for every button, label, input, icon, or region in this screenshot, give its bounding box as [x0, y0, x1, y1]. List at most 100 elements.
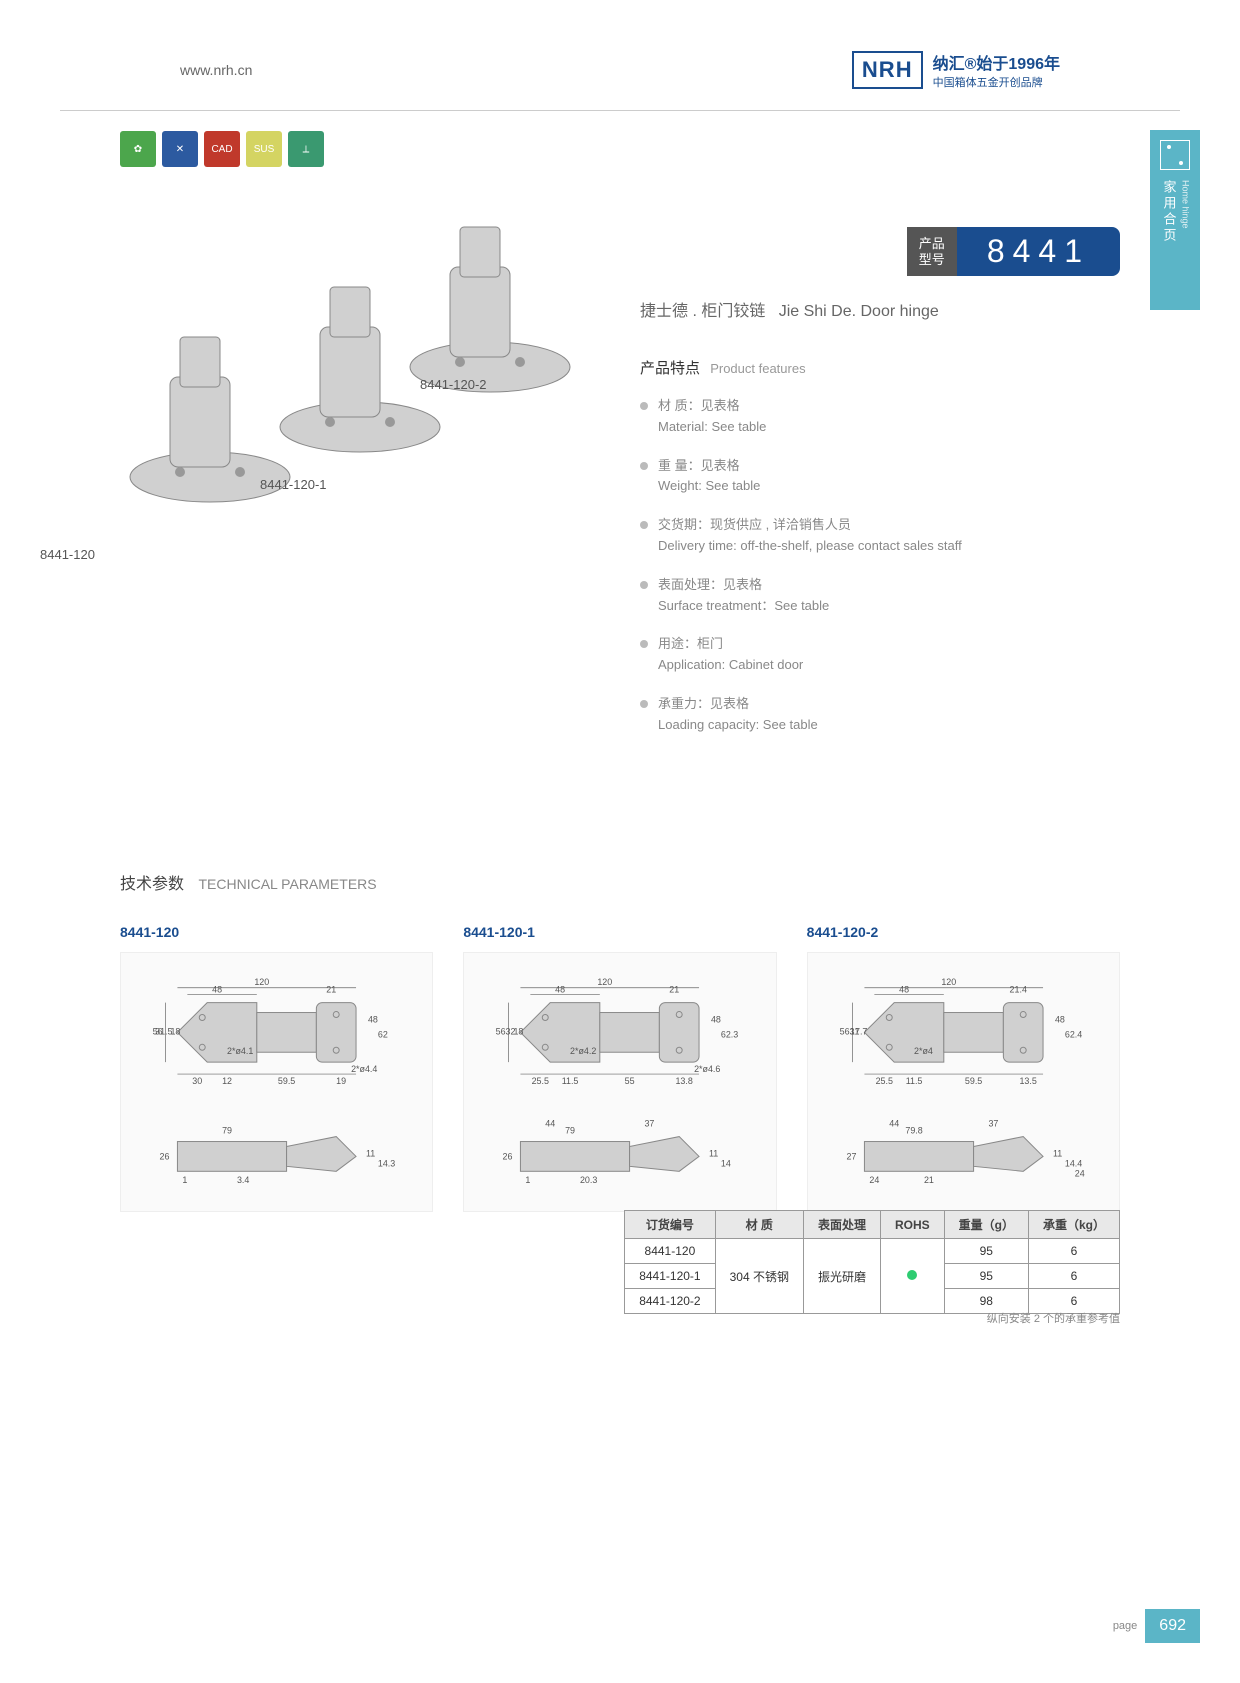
svg-text:56: 56 [839, 1026, 849, 1036]
svg-text:17.7: 17.7 [850, 1026, 867, 1036]
svg-text:62.4: 62.4 [1065, 1029, 1082, 1039]
category-side-tab: 家用合页 Home hinge [1150, 130, 1200, 310]
svg-text:120: 120 [598, 977, 613, 987]
feature-icon-2: ✕ [162, 131, 198, 167]
svg-text:120: 120 [941, 977, 956, 987]
feature-item: 承重力：见表格Loading capacity: See table [640, 694, 1120, 736]
logo-mark: NRH [852, 51, 923, 89]
svg-text:25.5: 25.5 [875, 1076, 892, 1086]
bullet-icon [640, 581, 648, 589]
bullet-icon [640, 640, 648, 648]
feature-item: 交货期：现货供应 , 详洽销售人员Delivery time: off-the-… [640, 515, 1120, 557]
svg-text:24: 24 [869, 1175, 879, 1185]
svg-text:79.8: 79.8 [905, 1126, 922, 1136]
product-image [120, 197, 580, 577]
bullet-icon [640, 402, 648, 410]
svg-text:44: 44 [546, 1119, 556, 1129]
rohs-dot-icon [907, 1270, 917, 1280]
svg-text:1: 1 [182, 1175, 187, 1185]
product-badge: 产品 型号 8441 [907, 227, 1120, 276]
diagram: 8441-120-21204821.4563117.72*ø44862.425.… [807, 924, 1120, 1212]
svg-text:2*ø4.1: 2*ø4.1 [227, 1046, 253, 1056]
svg-text:11: 11 [1053, 1148, 1062, 1158]
feature-item: 材 质：见表格Material: See table [640, 396, 1120, 438]
svg-text:44: 44 [889, 1119, 899, 1129]
features-title: 产品特点 Product features [640, 357, 1120, 378]
svg-text:48: 48 [368, 1014, 378, 1024]
svg-text:11.5: 11.5 [562, 1076, 579, 1086]
bullet-icon [640, 462, 648, 470]
svg-text:27: 27 [846, 1151, 856, 1161]
feature-icon-cad: CAD [204, 131, 240, 167]
table-header-cell: ROHS [880, 1211, 944, 1239]
technical-parameters: 技术参数 TECHNICAL PARAMETERS 8441-120120482… [120, 870, 1120, 1252]
table-header-cell: 重量（g） [944, 1211, 1028, 1239]
diagram-drawing: 12048215632182*ø4.22*ø4.64862.325.511.55… [463, 952, 776, 1212]
page-label: page [1113, 1620, 1137, 1632]
svg-text:13.5: 13.5 [1019, 1076, 1036, 1086]
svg-text:62: 62 [378, 1029, 388, 1039]
diagram: 8441-120-112048215632182*ø4.22*ø4.64862.… [463, 924, 776, 1212]
svg-text:24: 24 [1074, 1168, 1084, 1178]
svg-text:48: 48 [212, 985, 222, 995]
svg-text:37: 37 [988, 1119, 998, 1129]
svg-text:62.3: 62.3 [721, 1029, 738, 1039]
svg-text:20.3: 20.3 [580, 1175, 597, 1185]
img-label-c: 8441-120-2 [420, 377, 487, 392]
svg-text:21: 21 [924, 1175, 934, 1185]
parameter-table: 订货编号材 质表面处理ROHS重量（g）承重（kg） 8441-120304 不… [624, 1210, 1120, 1314]
svg-text:79: 79 [222, 1126, 232, 1136]
feature-item: 表面处理：见表格Surface treatment：See table [640, 575, 1120, 617]
svg-text:59.5: 59.5 [278, 1076, 295, 1086]
svg-text:30: 30 [192, 1076, 202, 1086]
svg-text:11: 11 [366, 1148, 375, 1158]
svg-text:21.4: 21.4 [1009, 985, 1026, 995]
svg-text:25.5: 25.5 [532, 1076, 549, 1086]
table-header-cell: 订货编号 [625, 1211, 715, 1239]
website-url: www.nrh.cn [180, 62, 252, 78]
feature-icon-screw: ⟂ [288, 131, 324, 167]
diagram-drawing: 1204821.4563117.72*ø44862.425.511.559.51… [807, 952, 1120, 1212]
feature-item: 用途：柜门Application: Cabinet door [640, 634, 1120, 676]
svg-text:3.4: 3.4 [237, 1175, 249, 1185]
svg-text:21: 21 [326, 985, 336, 995]
diagram: 8441-12012048215631.5182*ø4.12*ø4.448623… [120, 924, 433, 1212]
svg-text:26: 26 [503, 1151, 513, 1161]
svg-text:79: 79 [565, 1126, 575, 1136]
svg-text:55: 55 [625, 1076, 635, 1086]
svg-text:18: 18 [170, 1026, 180, 1036]
svg-text:48: 48 [711, 1014, 721, 1024]
diagram-title: 8441-120-1 [463, 924, 776, 940]
diagram-title: 8441-120 [120, 924, 433, 940]
svg-text:2*ø4.6: 2*ø4.6 [694, 1064, 720, 1074]
svg-text:19: 19 [336, 1076, 346, 1086]
svg-text:48: 48 [1055, 1014, 1065, 1024]
svg-text:14.3: 14.3 [378, 1158, 395, 1168]
img-label-b: 8441-120-1 [260, 477, 327, 492]
features-section: 产品特点 Product features 材 质：见表格Material: S… [640, 357, 1120, 754]
table-header-cell: 承重（kg） [1028, 1211, 1119, 1239]
svg-text:14.4: 14.4 [1065, 1158, 1082, 1168]
page-footer: page 692 [1113, 1609, 1200, 1643]
feature-item: 重 量：见表格Weight: See table [640, 456, 1120, 498]
svg-text:1: 1 [526, 1175, 531, 1185]
logo-area: NRH 纳汇®始于1996年 中国箱体五金开创品牌 [852, 50, 1060, 90]
img-label-a: 8441-120 [40, 547, 95, 562]
logo-text: 纳汇®始于1996年 中国箱体五金开创品牌 [933, 50, 1060, 90]
svg-text:120: 120 [254, 977, 269, 987]
product-title: 捷士德 . 柜门铰链 Jie Shi De. Door hinge [640, 297, 1120, 321]
main-content: 8441-120 8441-120-1 8441-120-2 产品 型号 844… [0, 167, 1240, 197]
svg-text:14: 14 [721, 1158, 731, 1168]
svg-text:48: 48 [555, 985, 565, 995]
diagram-drawing: 12048215631.5182*ø4.12*ø4.44862301259.51… [120, 952, 433, 1212]
svg-text:26: 26 [160, 1151, 170, 1161]
svg-text:18: 18 [514, 1026, 524, 1036]
svg-text:2*ø4.4: 2*ø4.4 [351, 1064, 377, 1074]
bullet-icon [640, 521, 648, 529]
product-number: 8441 [957, 227, 1120, 276]
svg-text:2*ø4.2: 2*ø4.2 [570, 1046, 596, 1056]
table-header-cell: 表面处理 [803, 1211, 880, 1239]
svg-text:11: 11 [709, 1148, 718, 1158]
svg-text:48: 48 [899, 985, 909, 995]
table-note: 纵向安装 2 个的承重参考值 [987, 1310, 1120, 1326]
